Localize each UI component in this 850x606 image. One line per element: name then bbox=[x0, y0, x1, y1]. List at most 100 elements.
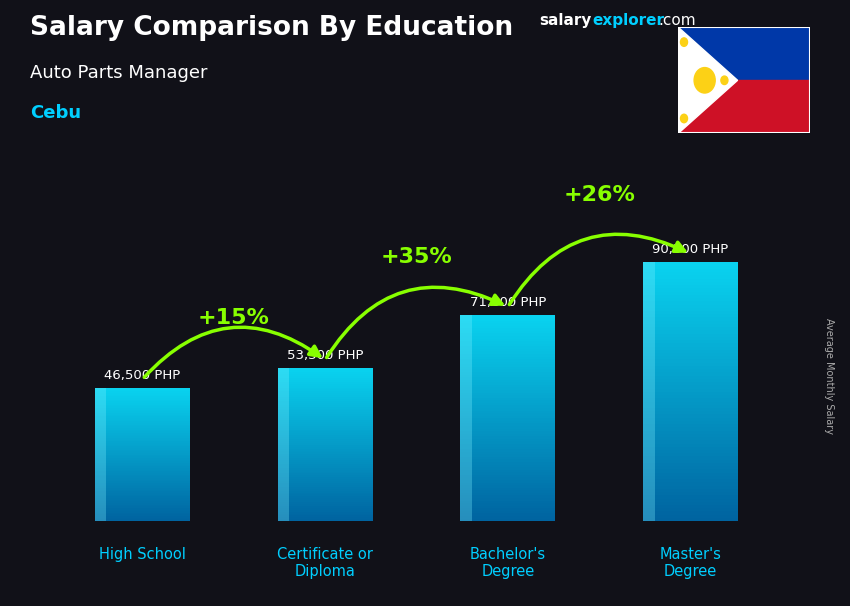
Bar bbox=[278, 485, 372, 487]
Bar bbox=[278, 416, 372, 418]
Bar bbox=[461, 472, 555, 475]
Bar bbox=[461, 377, 555, 380]
Bar bbox=[461, 416, 555, 418]
Bar bbox=[643, 330, 738, 334]
Bar bbox=[95, 433, 190, 435]
Text: 46,500 PHP: 46,500 PHP bbox=[105, 368, 180, 382]
Bar bbox=[461, 470, 555, 472]
Bar bbox=[461, 405, 555, 408]
Bar bbox=[643, 408, 738, 411]
Bar bbox=[95, 514, 190, 516]
Bar bbox=[461, 326, 555, 328]
Bar bbox=[278, 385, 372, 388]
Bar bbox=[278, 431, 372, 433]
Bar bbox=[278, 418, 372, 420]
Bar bbox=[278, 388, 372, 390]
Bar bbox=[95, 468, 190, 470]
Bar bbox=[643, 301, 738, 304]
Bar bbox=[643, 427, 738, 431]
Bar bbox=[278, 399, 372, 401]
Bar bbox=[95, 494, 190, 496]
Bar bbox=[643, 347, 738, 350]
Bar bbox=[643, 473, 738, 476]
Bar bbox=[95, 391, 190, 393]
Bar bbox=[643, 402, 738, 405]
Bar bbox=[461, 321, 555, 323]
Bar bbox=[95, 401, 190, 403]
Bar bbox=[278, 491, 372, 493]
Bar bbox=[643, 502, 738, 505]
Bar bbox=[461, 382, 555, 385]
Bar bbox=[643, 508, 738, 511]
Bar bbox=[643, 499, 738, 502]
Bar bbox=[643, 363, 738, 366]
Bar bbox=[461, 434, 555, 436]
Bar bbox=[643, 311, 738, 315]
Bar bbox=[278, 458, 372, 460]
Bar bbox=[95, 476, 190, 478]
Bar bbox=[95, 453, 190, 454]
Bar bbox=[461, 364, 555, 367]
Bar bbox=[643, 505, 738, 508]
Bar bbox=[95, 406, 190, 408]
Bar bbox=[278, 376, 372, 378]
Bar bbox=[461, 413, 555, 416]
Bar bbox=[95, 519, 190, 521]
Bar bbox=[95, 481, 190, 483]
Bar bbox=[643, 366, 738, 369]
Bar bbox=[461, 441, 555, 444]
Bar bbox=[95, 388, 190, 390]
Bar bbox=[643, 470, 738, 473]
Bar bbox=[461, 493, 555, 496]
Bar bbox=[643, 356, 738, 359]
Bar bbox=[95, 498, 190, 499]
Bar bbox=[278, 473, 372, 475]
Bar bbox=[643, 337, 738, 340]
Bar bbox=[278, 518, 372, 519]
Bar bbox=[643, 291, 738, 295]
Bar bbox=[461, 395, 555, 398]
Bar bbox=[461, 318, 555, 321]
Bar bbox=[461, 488, 555, 490]
Bar bbox=[461, 351, 555, 354]
Text: Bachelor's
Degree: Bachelor's Degree bbox=[470, 547, 546, 579]
Bar bbox=[643, 450, 738, 453]
Bar bbox=[278, 470, 372, 471]
Bar bbox=[278, 481, 372, 483]
Bar bbox=[643, 308, 738, 311]
Text: explorer: explorer bbox=[592, 13, 665, 28]
Bar bbox=[461, 385, 555, 387]
Bar bbox=[461, 328, 555, 331]
Bar bbox=[95, 473, 190, 474]
Bar bbox=[461, 341, 555, 344]
Bar bbox=[461, 482, 555, 485]
Bar bbox=[643, 411, 738, 415]
Bar bbox=[643, 424, 738, 427]
Bar bbox=[643, 511, 738, 514]
Bar bbox=[643, 388, 738, 392]
Bar bbox=[95, 506, 190, 508]
Bar bbox=[278, 445, 372, 447]
Bar bbox=[461, 421, 555, 424]
Bar bbox=[278, 502, 372, 504]
Bar bbox=[461, 349, 555, 351]
Bar bbox=[278, 395, 372, 397]
Bar bbox=[95, 511, 190, 513]
Bar bbox=[95, 423, 190, 425]
Text: Certificate or
Diploma: Certificate or Diploma bbox=[277, 547, 373, 579]
Bar bbox=[95, 399, 190, 401]
Text: 90,300 PHP: 90,300 PHP bbox=[653, 243, 728, 256]
Bar bbox=[461, 511, 555, 513]
Bar bbox=[643, 492, 738, 495]
Bar bbox=[95, 458, 190, 459]
Bar bbox=[643, 453, 738, 456]
Bar bbox=[461, 449, 555, 451]
Bar bbox=[461, 436, 555, 439]
Bar bbox=[278, 372, 372, 374]
Bar bbox=[461, 418, 555, 421]
Bar bbox=[643, 350, 738, 353]
Bar bbox=[461, 454, 555, 457]
Bar bbox=[643, 431, 738, 434]
Bar bbox=[95, 450, 190, 451]
Bar bbox=[278, 506, 372, 508]
